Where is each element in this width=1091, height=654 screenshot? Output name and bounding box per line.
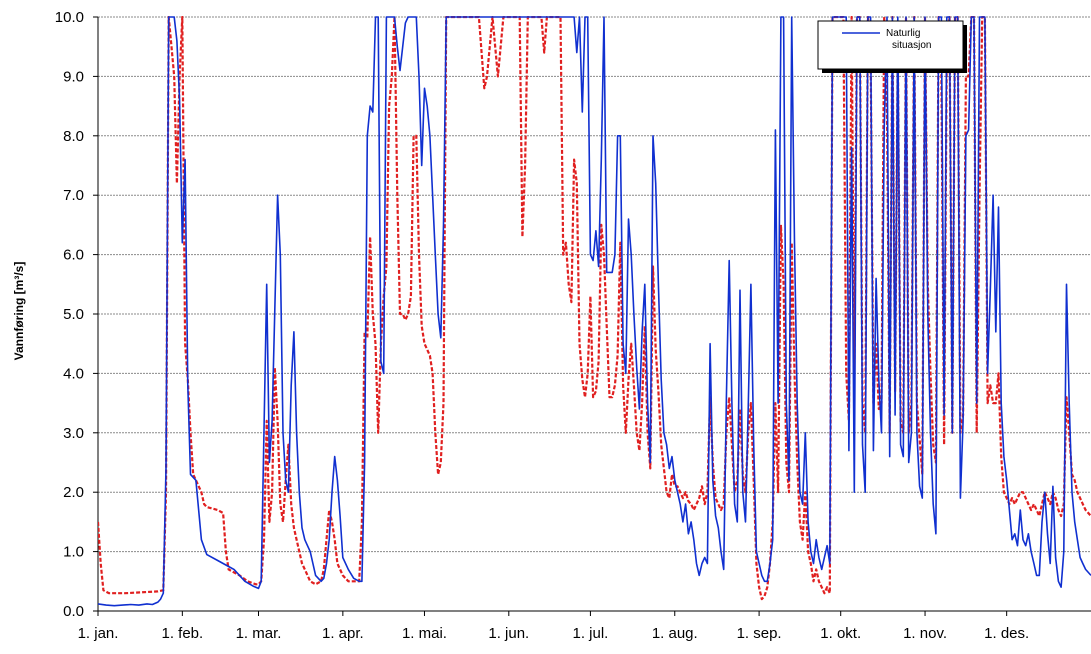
y-tick-label: 9.0 xyxy=(63,68,84,85)
y-tick-label: 4.0 xyxy=(63,365,84,382)
x-tick-label: 1. jan. xyxy=(78,625,119,642)
x-tick-label: 1. nov. xyxy=(903,625,947,642)
x-tick-label: 1. sep. xyxy=(737,625,782,642)
legend-label-naturlig: Naturlig situasjon xyxy=(886,28,931,51)
y-tick-label: 8.0 xyxy=(63,128,84,145)
y-tick-label: 0.0 xyxy=(63,603,84,620)
x-tick-label: 1. apr. xyxy=(322,625,364,642)
gridlines xyxy=(98,16,1091,553)
legend-label-line: Naturlig xyxy=(886,28,920,39)
axes xyxy=(93,16,1091,616)
y-tick-label: 1.0 xyxy=(63,544,84,561)
x-tick-label: 1. aug. xyxy=(652,625,698,642)
x-tick-label: 1. feb. xyxy=(161,625,203,642)
y-tick-label: 7.0 xyxy=(63,187,84,204)
x-tick-label: 1. jul. xyxy=(572,625,608,642)
series-line-naturlig xyxy=(98,16,1091,607)
y-tick-label: 2.0 xyxy=(63,484,84,501)
y-tick-label: 6.0 xyxy=(63,247,84,264)
x-tick-label: 1. jun. xyxy=(488,625,529,642)
legend-box xyxy=(817,20,964,70)
series-lines xyxy=(98,16,1091,607)
y-tick-label: 5.0 xyxy=(63,306,84,323)
x-tick-label: 1. okt. xyxy=(820,625,861,642)
y-tick-label: 10.0 xyxy=(55,9,84,26)
legend: Naturlig situasjon xyxy=(817,20,967,73)
x-tick-label: 1. mar. xyxy=(236,625,282,642)
y-tick-label: 3.0 xyxy=(63,425,84,442)
tick-labels: 0.0 1.0 2.0 3.0 4.0 5.0 6.0 7.0 8.0 9.0 10.0 1. jan… xyxy=(55,9,1029,642)
x-tick-label: 1. mai. xyxy=(402,625,447,642)
y-axis-title: Vannføring [m³/s] xyxy=(12,262,26,361)
x-tick-label: 1. des. xyxy=(984,625,1029,642)
legend-label-line: situasjon xyxy=(892,40,931,51)
